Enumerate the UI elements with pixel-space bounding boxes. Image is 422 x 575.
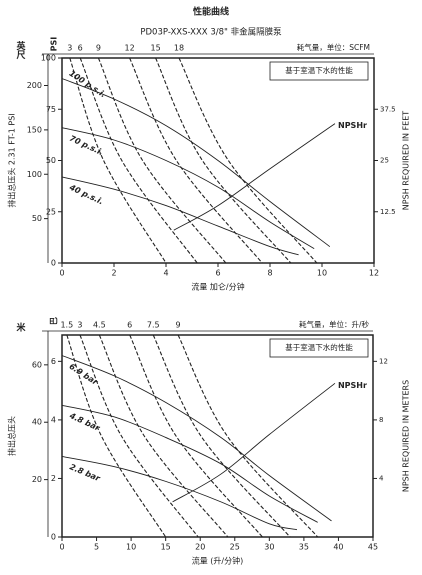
series-line: [155, 57, 292, 264]
head-tick-label: 20: [32, 475, 42, 484]
air-curve-label: 3: [77, 321, 82, 330]
x-tick-label: 5: [94, 543, 99, 552]
air-curve-label: 9: [176, 321, 181, 330]
series-line: [61, 176, 299, 256]
head-unit: 英尺: [15, 40, 27, 60]
air-curve-label: 6: [127, 321, 132, 330]
npsh-label: NPSHr: [338, 381, 367, 390]
chart-subtitle: PD03P-XXS-XXX 3/8" 非金属隔膜泵: [140, 27, 282, 38]
x-tick-label: 30: [264, 543, 274, 552]
air-label: 耗气量，单位：SCFM: [297, 42, 370, 52]
y-unit: PSI: [50, 37, 59, 52]
air-curve-label: 4.5: [93, 321, 106, 330]
npsh-label: NPSHr: [338, 121, 367, 130]
x-tick-label: 15: [161, 543, 171, 552]
series-line: [66, 334, 167, 538]
x-tick-label: 25: [230, 543, 240, 552]
y2-axis-label: NPSH REQUIRED IN FEET: [402, 111, 411, 210]
y-tick-label: 75: [46, 105, 56, 114]
series-line: [69, 57, 167, 264]
head-tick-label: 200: [27, 81, 42, 90]
series-line: [61, 355, 332, 522]
air-curve-label: 15: [151, 44, 161, 53]
y-axis-label: 排出总压头 2.31 FT-1 PSI: [7, 113, 17, 207]
y-tick-label: 25: [46, 207, 56, 216]
head-unit: 米: [15, 321, 27, 332]
y2-tick-label: 12.5: [380, 208, 396, 216]
y-tick-label: 4: [51, 415, 56, 424]
series-line: [98, 334, 229, 538]
air-curve-label: 3: [67, 44, 72, 53]
head-tick-label: 150: [27, 125, 42, 134]
series-line: [97, 57, 227, 264]
air-label: 耗气量，单位：升/秒: [299, 319, 370, 329]
x-tick-label: 8: [267, 269, 272, 278]
y-axis-label: 排出总压头: [7, 416, 17, 456]
note: 基于室温下水的性能: [285, 342, 353, 352]
series-line: [172, 382, 336, 503]
x-tick-label: 20: [195, 543, 205, 552]
air-curve-label: 18: [174, 44, 184, 53]
x-tick-label: 12: [369, 269, 379, 278]
pressure-label: 6.9 bar: [68, 362, 101, 388]
series-line: [79, 57, 198, 264]
series-line: [177, 334, 319, 538]
air-curve-label: 9: [96, 44, 101, 53]
series-line: [61, 404, 318, 523]
series-line: [152, 334, 291, 538]
note-box: [269, 61, 369, 81]
x-tick-label: 6: [215, 269, 220, 278]
pressure-label: 70 p.s.i.: [68, 134, 105, 158]
series-line: [61, 456, 298, 531]
x-axis-label: 流量 (升/分钟): [192, 556, 243, 566]
y-tick-label: 6: [51, 357, 56, 366]
y-tick-label: 0: [51, 259, 56, 268]
series-line: [79, 334, 199, 538]
y-tick-label: 2: [51, 474, 56, 483]
y2-axis-label: NPSH REQUIRED IN METERS: [402, 380, 411, 492]
air-curve-label: 6: [78, 44, 83, 53]
y2-tick-label: 25: [380, 157, 389, 165]
head-tick-label: 40: [32, 418, 42, 427]
y-unit: 巴: [50, 317, 59, 325]
head-tick-label: 50: [32, 214, 42, 223]
pressure-label: 100 p.s.i.: [68, 69, 108, 100]
x-tick-label: 0: [59, 269, 64, 278]
series-line: [61, 127, 315, 250]
x-tick-label: 45: [368, 543, 378, 552]
head-tick-label: 100: [27, 170, 42, 179]
series-line: [61, 78, 331, 247]
y-tick-label: 50: [46, 156, 56, 165]
series-line: [129, 334, 263, 538]
x-tick-label: 40: [333, 543, 343, 552]
pressure-label: 2.8 bar: [68, 462, 102, 483]
y-tick-label: 0: [51, 533, 56, 542]
head-tick-label: 60: [32, 360, 42, 369]
air-curve-label: 1.5: [60, 321, 73, 330]
x-tick-label: 0: [59, 543, 64, 552]
x-tick-label: 10: [126, 543, 136, 552]
pressure-label: 4.8 bar: [67, 411, 102, 433]
air-curve-label: 12: [125, 44, 135, 53]
x-tick-label: 10: [317, 269, 327, 278]
y2-tick-label: 4: [379, 474, 384, 482]
y2-tick-label: 37.5: [380, 105, 396, 113]
note: 基于室温下水的性能: [285, 65, 353, 75]
note-box: [269, 338, 369, 358]
x-tick-label: 4: [163, 269, 168, 278]
x-tick-label: 35: [299, 543, 309, 552]
air-curve-label: 7.5: [147, 321, 160, 330]
y2-tick-label: 8: [379, 416, 383, 424]
y2-tick-label: 12: [379, 357, 388, 365]
chart-title: 性能曲线: [193, 6, 229, 18]
series-line: [173, 123, 336, 231]
series-line: [178, 57, 318, 264]
x-tick-label: 2: [111, 269, 116, 278]
plot-frame: [61, 334, 374, 538]
series-line: [129, 57, 263, 264]
pressure-label: 40 p.s.i.: [67, 182, 105, 206]
x-axis-label: 流量 加仑/分钟: [191, 282, 244, 292]
